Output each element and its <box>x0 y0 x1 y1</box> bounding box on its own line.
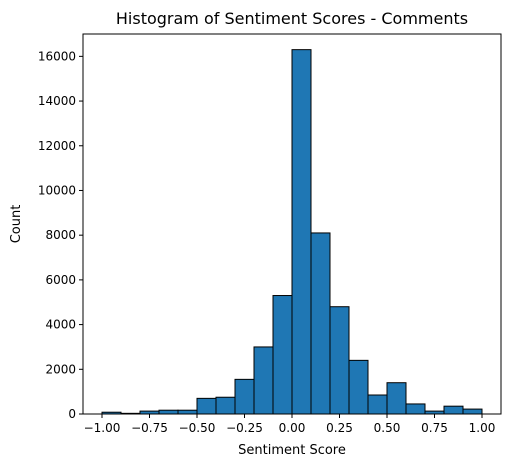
x-tick-label: 1.00 <box>469 421 496 435</box>
histogram-bar <box>386 382 407 415</box>
x-axis: −1.00 −0.75 −0.50 −0.25 0.00 0.25 0.50 0.75 1.00 <box>84 414 496 435</box>
y-axis: 0 2000 4000 6000 8000 10000 12000 14000 16000 <box>38 49 83 421</box>
y-axis-label: Count <box>9 205 24 244</box>
histogram-bar <box>405 403 426 415</box>
histogram-bar <box>291 49 312 415</box>
histogram-bar <box>462 408 483 415</box>
bars-group <box>101 49 483 415</box>
histogram-bar <box>177 409 198 415</box>
y-tick-label: 8000 <box>45 228 76 242</box>
histogram-bar <box>253 346 274 415</box>
y-tick-label: 2000 <box>45 362 76 376</box>
histogram-bar <box>158 409 179 415</box>
x-tick-label: −0.25 <box>226 421 263 435</box>
y-tick-label: 12000 <box>38 139 76 153</box>
chart-title: Histogram of Sentiment Scores - Comments <box>116 9 468 28</box>
histogram-bar <box>234 378 255 415</box>
y-tick-label: 10000 <box>38 183 76 197</box>
x-tick-label: −0.75 <box>131 421 168 435</box>
x-axis-label: Sentiment Score <box>238 443 346 458</box>
x-tick-label: 0.50 <box>374 421 401 435</box>
y-tick-label: 14000 <box>38 94 76 108</box>
y-tick-label: 4000 <box>45 318 76 332</box>
x-tick-label: 0.00 <box>279 421 306 435</box>
x-tick-label: 0.25 <box>326 421 353 435</box>
x-tick-label: −0.50 <box>179 421 216 435</box>
histogram-bar <box>329 306 350 415</box>
y-tick-label: 16000 <box>38 49 76 63</box>
histogram-bar <box>348 359 369 415</box>
histogram-bar <box>443 405 464 415</box>
histogram-bar <box>310 232 331 415</box>
histogram-bar <box>196 397 217 415</box>
histogram-bar <box>215 396 236 415</box>
x-tick-label: 0.75 <box>421 421 448 435</box>
x-tick-label: −1.00 <box>84 421 121 435</box>
y-tick-label: 6000 <box>45 273 76 287</box>
histogram-bar <box>367 394 388 415</box>
histogram-bar <box>272 295 293 415</box>
y-tick-label: 0 <box>68 407 76 421</box>
